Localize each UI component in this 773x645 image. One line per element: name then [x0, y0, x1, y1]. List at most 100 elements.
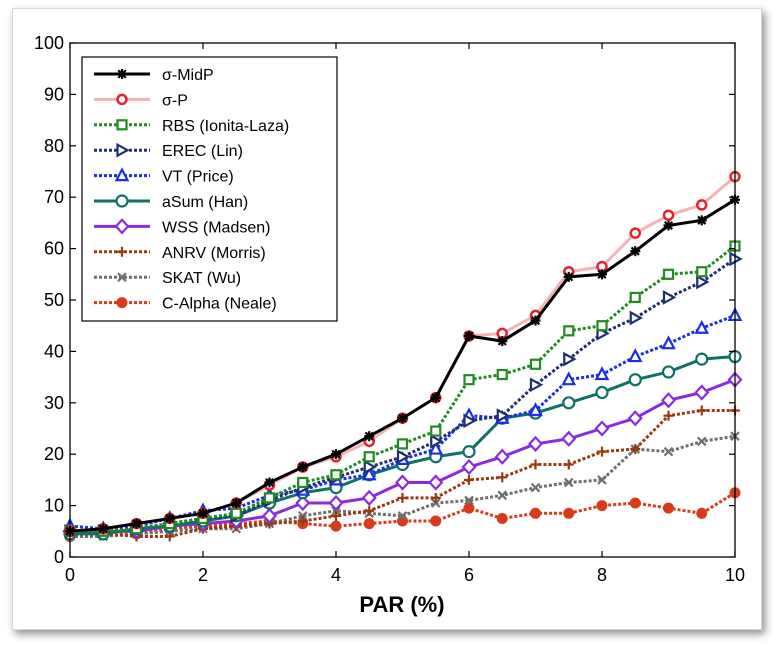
data-point: [627, 348, 643, 363]
data-point: [530, 459, 541, 470]
data-point: [230, 507, 242, 519]
legend-label: σ-MidP: [162, 67, 214, 84]
legend-label: σ-P: [162, 92, 188, 109]
axes-layer: 0 10 20 30 40 50 60 70 80 90 100 0 2 4 6 8 10: [34, 33, 745, 585]
legend-label: EREC (Lin): [162, 143, 243, 160]
data-point: [696, 405, 707, 416]
legend-entry: SKAT (Wu): [94, 270, 241, 287]
data-point: [397, 511, 408, 521]
y-tick-label: 20: [44, 444, 64, 464]
x-tick-label: 6: [464, 565, 474, 585]
y-tick-label: 10: [44, 496, 64, 516]
data-point: [696, 507, 708, 519]
legend: σ-MidP σ-P RBS (Ionita-Laza) EREC (Lin) VT (…: [81, 56, 338, 322]
data-point: [594, 366, 610, 381]
data-point: [198, 508, 208, 519]
data-point: [430, 425, 442, 437]
data-point: [397, 515, 408, 527]
y-tick-label: 40: [44, 341, 64, 361]
data-point: [430, 433, 444, 449]
data-point: [597, 446, 607, 457]
data-point: [430, 498, 441, 508]
legend-marker: [116, 93, 128, 106]
data-point: [529, 358, 542, 370]
data-point: [629, 291, 641, 304]
legend-entry: EREC (Lin): [94, 142, 243, 160]
data-point: [462, 445, 476, 459]
data-point: [463, 374, 475, 386]
legend-marker: [115, 194, 129, 208]
data-point: [663, 220, 674, 231]
legend-marker: [117, 272, 127, 282]
data-point: [530, 507, 541, 519]
data-point: [98, 523, 109, 534]
data-point: [263, 492, 276, 504]
data-point: [297, 516, 308, 527]
data-point: [396, 438, 409, 450]
legend-entry: σ-MidP: [94, 67, 214, 84]
data-point: [364, 431, 375, 442]
data-point: [661, 365, 676, 379]
data-point: [595, 385, 609, 400]
data-point: [328, 494, 344, 512]
y-tick-label: 100: [34, 33, 64, 53]
data-point: [397, 413, 408, 424]
legend-label: WSS (Madsen): [162, 219, 270, 236]
data-point: [463, 502, 475, 514]
data-point: [461, 458, 477, 476]
data-point: [464, 330, 474, 341]
data-point: [597, 475, 607, 485]
legend-label: RBS (Ionita-Laza): [162, 118, 289, 135]
data-point: [297, 462, 308, 473]
data-point: [231, 498, 242, 509]
data-point: [494, 448, 510, 465]
data-point: [496, 408, 511, 424]
data-point: [696, 274, 710, 290]
legend-entry: aSum (Han): [94, 194, 248, 211]
data-point: [464, 474, 474, 485]
data-point: [696, 215, 707, 226]
data-point: [663, 410, 674, 421]
data-point: [330, 469, 342, 481]
legend-marker: [114, 167, 130, 182]
data-point: [297, 511, 308, 521]
data-point: [629, 310, 644, 326]
data-point: [264, 477, 275, 488]
data-point: [629, 227, 641, 239]
x-tick-label: 2: [198, 565, 208, 585]
data-point: [361, 466, 377, 481]
y-tick-label: 60: [44, 239, 64, 259]
data-point: [563, 507, 575, 519]
data-point: [663, 446, 674, 457]
data-point: [395, 474, 410, 491]
series-line: [69, 491, 736, 538]
data-point: [662, 209, 675, 221]
legend-marker: [116, 297, 128, 309]
data-point: [695, 352, 709, 366]
legend-marker: [117, 246, 127, 257]
legend-entry: σ-P: [94, 92, 188, 109]
legend-entry: ANRV (Morris): [94, 245, 266, 262]
data-point: [430, 515, 442, 527]
data-point: [563, 477, 574, 488]
y-tick-label: 80: [44, 136, 64, 156]
x-tick-label: 10: [725, 565, 745, 585]
data-point: [497, 472, 508, 483]
data-point: [594, 420, 610, 437]
data-point: [131, 518, 142, 529]
data-point: [496, 368, 508, 381]
data-point: [363, 451, 375, 463]
data-point: [528, 402, 543, 417]
data-point: [628, 373, 642, 387]
data-point: [428, 440, 444, 455]
data-point: [464, 495, 474, 506]
data-point: [562, 396, 576, 410]
legend-label: SKAT (Wu): [162, 270, 241, 287]
data-point: [563, 271, 574, 282]
data-point: [694, 384, 710, 401]
data-point: [397, 492, 408, 503]
legend-entry: VT (Price): [94, 167, 234, 186]
data-point: [463, 413, 477, 429]
data-point: [164, 513, 175, 524]
